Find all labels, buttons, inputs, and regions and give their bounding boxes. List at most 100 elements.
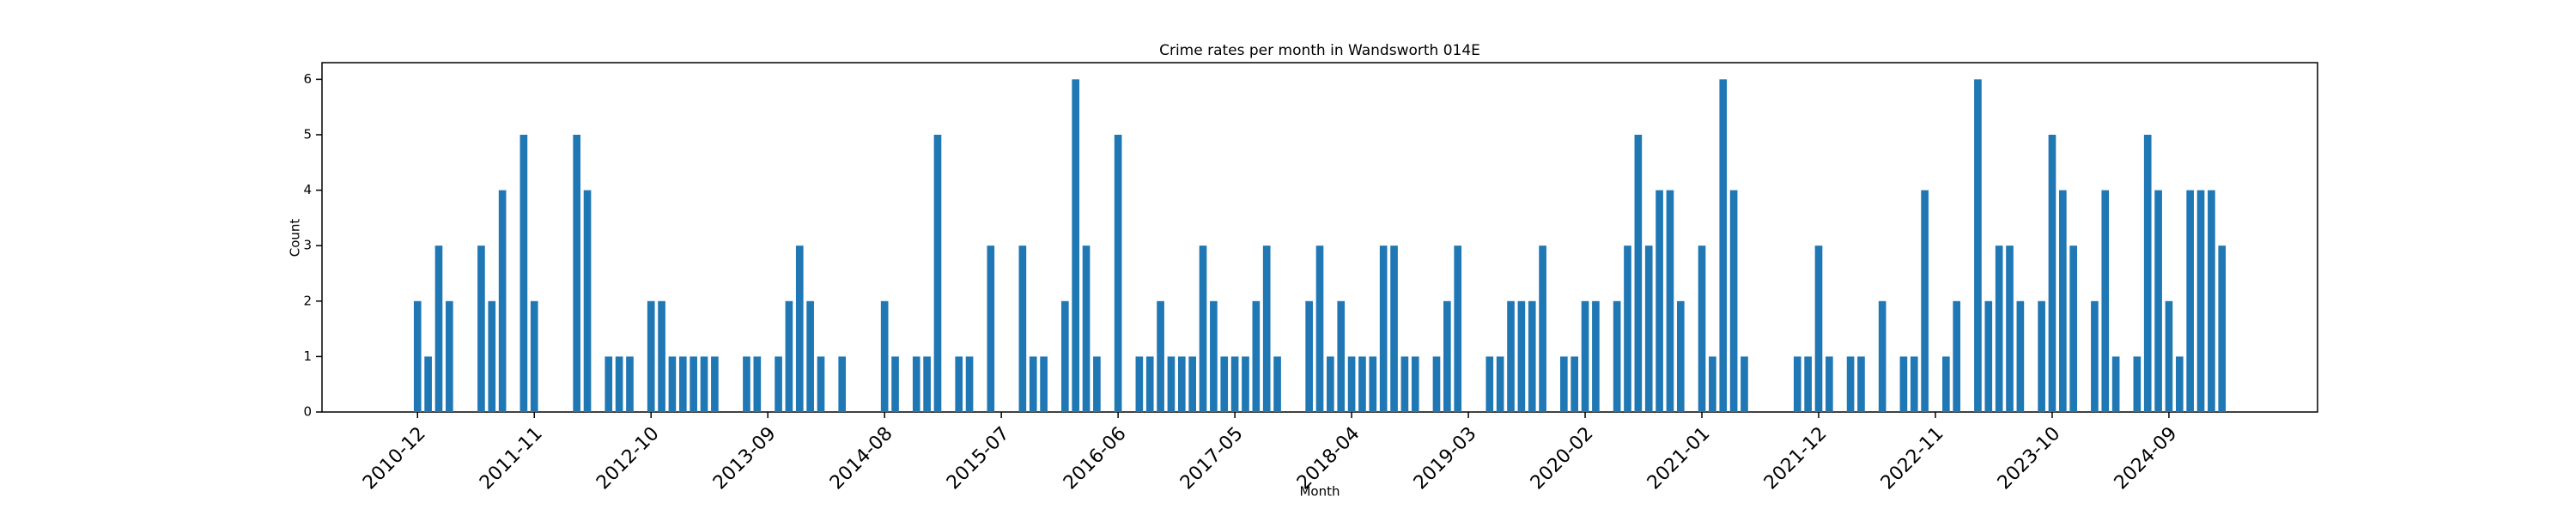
x-tick-label: 2010-12 bbox=[359, 423, 430, 494]
bar bbox=[519, 134, 528, 412]
bar bbox=[1709, 356, 1716, 412]
y-axis-label: Count bbox=[288, 219, 303, 258]
bar bbox=[933, 134, 942, 412]
bar bbox=[1230, 356, 1239, 412]
x-tick-label: 2011-11 bbox=[476, 423, 547, 494]
bar bbox=[1400, 356, 1409, 412]
bar bbox=[1029, 356, 1037, 412]
bar bbox=[1942, 356, 1950, 412]
bar bbox=[1496, 356, 1504, 412]
bar bbox=[2111, 356, 2120, 412]
bar bbox=[1846, 356, 1855, 412]
bar bbox=[1454, 245, 1462, 412]
bar bbox=[1369, 356, 1377, 412]
bar bbox=[1262, 245, 1271, 412]
bar bbox=[1485, 356, 1494, 412]
x-tick-label: 2024-09 bbox=[2111, 423, 2182, 494]
bar bbox=[668, 356, 677, 412]
bar bbox=[1337, 300, 1346, 412]
bar bbox=[2038, 300, 2045, 412]
bar bbox=[1114, 134, 1122, 412]
bar bbox=[1804, 356, 1812, 412]
bar bbox=[2101, 190, 2110, 413]
bar bbox=[711, 356, 719, 412]
bar bbox=[498, 190, 507, 413]
x-tick-label: 2021-12 bbox=[1760, 423, 1832, 494]
bar bbox=[1559, 356, 1568, 412]
bar bbox=[690, 356, 697, 412]
bar bbox=[1826, 356, 1833, 412]
bar bbox=[1741, 356, 1748, 412]
x-tick-label: 2021-01 bbox=[1643, 423, 1715, 494]
bar bbox=[785, 300, 793, 412]
bar bbox=[2154, 190, 2162, 413]
bar bbox=[2165, 300, 2173, 412]
bar bbox=[1188, 356, 1196, 412]
bar bbox=[1719, 79, 1728, 412]
x-tick-label: 2015-07 bbox=[943, 423, 1014, 494]
bar bbox=[477, 245, 485, 412]
y-tick-label: 4 bbox=[303, 182, 312, 197]
bar bbox=[2218, 245, 2227, 412]
bar bbox=[1539, 245, 1546, 412]
bar bbox=[2133, 356, 2142, 412]
bar bbox=[1390, 245, 1398, 412]
bar bbox=[1135, 356, 1144, 412]
bar bbox=[1177, 356, 1186, 412]
bar bbox=[1252, 300, 1261, 412]
bar bbox=[446, 300, 453, 412]
bar bbox=[1984, 300, 1993, 412]
bar bbox=[753, 356, 762, 412]
y-tick-label: 5 bbox=[303, 126, 312, 142]
x-tick-label: 2017-05 bbox=[1176, 423, 1248, 494]
bar bbox=[1857, 356, 1865, 412]
x-axis-label: Month bbox=[1299, 484, 1340, 500]
bar bbox=[806, 300, 814, 412]
bar bbox=[1528, 300, 1536, 412]
bar bbox=[743, 356, 750, 412]
x-tick-label: 2022-11 bbox=[1877, 423, 1948, 494]
bar bbox=[2196, 190, 2205, 413]
bar bbox=[1273, 356, 1281, 412]
x-tick-label: 2023-10 bbox=[1994, 423, 2065, 494]
bar bbox=[1899, 356, 1908, 412]
bar bbox=[1571, 356, 1579, 412]
bar bbox=[626, 356, 634, 412]
bar bbox=[880, 300, 889, 412]
bar bbox=[1040, 356, 1048, 412]
y-tick-label: 6 bbox=[303, 71, 312, 87]
x-tick-label: 2013-09 bbox=[709, 423, 781, 494]
bar bbox=[795, 245, 804, 412]
bar bbox=[817, 356, 825, 412]
bar bbox=[1507, 300, 1515, 412]
bar bbox=[1624, 245, 1631, 412]
x-tick-label: 2016-06 bbox=[1060, 423, 1131, 494]
bar bbox=[1644, 245, 1653, 412]
bar bbox=[1814, 245, 1823, 412]
x-tick-label: 2012-10 bbox=[592, 423, 664, 494]
bar bbox=[1666, 190, 1674, 413]
x-tick-label: 2019-03 bbox=[1410, 423, 1481, 494]
bar bbox=[2143, 134, 2152, 412]
bar bbox=[2208, 190, 2215, 413]
bar bbox=[1729, 190, 1738, 413]
bar bbox=[1910, 356, 1918, 412]
bar bbox=[573, 134, 581, 412]
bar bbox=[1921, 190, 1929, 413]
bar bbox=[1974, 79, 1982, 412]
bar bbox=[1613, 300, 1621, 412]
bar bbox=[530, 300, 538, 412]
chart-title: Crime rates per month in Wandsworth 014E bbox=[1159, 42, 1480, 59]
bar bbox=[2186, 190, 2194, 413]
bar bbox=[2016, 300, 2025, 412]
y-tick-label: 0 bbox=[303, 404, 312, 420]
bar bbox=[2048, 134, 2057, 412]
bar bbox=[1315, 245, 1324, 412]
bar bbox=[1592, 300, 1600, 412]
bar bbox=[1581, 300, 1589, 412]
bar bbox=[413, 300, 422, 412]
bar bbox=[1995, 245, 2003, 412]
bar bbox=[1347, 356, 1356, 412]
bar bbox=[1698, 245, 1706, 412]
bar bbox=[1018, 245, 1027, 412]
